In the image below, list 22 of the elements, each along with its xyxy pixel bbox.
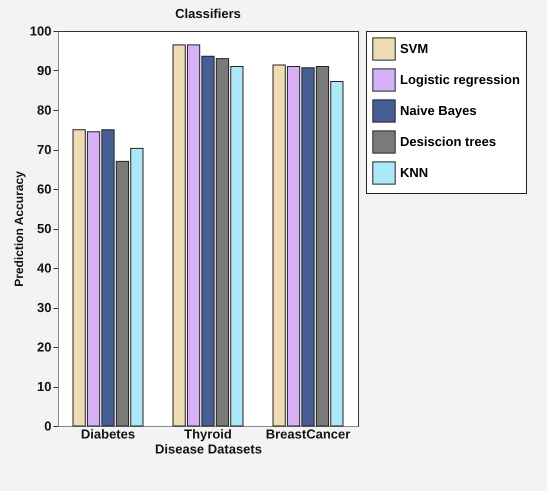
y-axis-title: Prediction Accuracy: [12, 170, 26, 287]
legend-label: Naive Bayes: [400, 103, 477, 118]
chart-title: Classifiers: [175, 6, 241, 21]
legend-label: SVM: [400, 41, 428, 56]
x-tick-label: Thyroid: [184, 426, 232, 442]
y-tick-label: 90: [37, 63, 52, 78]
y-tick-label: 100: [30, 24, 52, 38]
y-tick-label: 70: [37, 142, 52, 157]
legend-label: Logistic regression: [400, 72, 520, 87]
legend-label: Desiscion trees: [400, 134, 496, 149]
y-tick-label: 20: [37, 340, 52, 354]
y-tick-label: 60: [37, 182, 52, 196]
legend-label: KNN: [400, 165, 428, 180]
y-tick-label: 0: [44, 418, 52, 434]
x-tick-label: BreastCancer: [266, 426, 350, 442]
y-tick-label: 80: [37, 102, 52, 118]
y-tick-label: 10: [37, 379, 52, 394]
y-tick-label: 40: [37, 260, 52, 276]
x-tick-label: Diabetes: [80, 426, 136, 442]
y-tick-label: 50: [37, 221, 52, 236]
x-axis-title: Disease Datasets: [155, 442, 262, 456]
y-tick-label: 30: [37, 300, 52, 315]
